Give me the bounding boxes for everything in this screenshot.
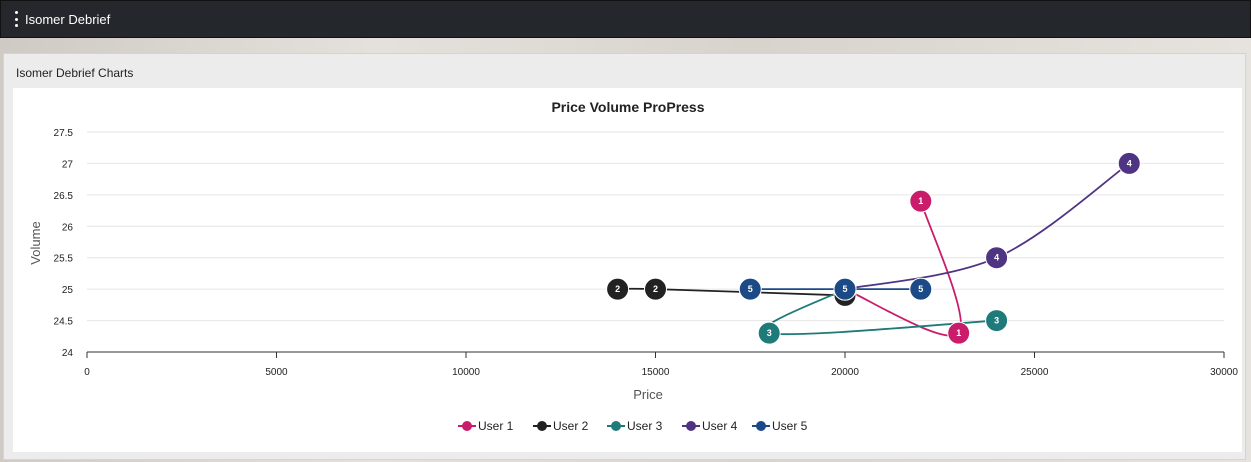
data-point-user-3-1[interactable] — [985, 309, 1009, 333]
legend-label-user-4[interactable]: User 4 — [702, 419, 738, 433]
data-label-user-1-2: 1 — [956, 328, 961, 338]
data-label-user-1-1: 1 — [918, 196, 923, 206]
data-label-user-4-2: 4 — [994, 253, 999, 263]
y-tick-label-27: 27 — [62, 159, 74, 170]
legend-marker-user-5[interactable] — [756, 421, 766, 431]
data-point-user-4-2[interactable] — [985, 246, 1009, 270]
legend-label-user-5[interactable]: User 5 — [772, 419, 808, 433]
series-line-user-1 — [844, 200, 962, 337]
chart-card: Price Volume ProPress Price Volume 24 24.… — [13, 88, 1242, 452]
legend-label-user-3[interactable]: User 3 — [627, 419, 663, 433]
y-tick-label-26: 26 — [62, 222, 74, 233]
data-point-user-1-1[interactable] — [909, 189, 933, 213]
app-title: Isomer Debrief — [25, 11, 111, 27]
legend-marker-user-2[interactable] — [537, 421, 547, 431]
data-label-user-4-3: 4 — [1127, 158, 1132, 168]
chart-title: Price Volume ProPress — [551, 99, 704, 115]
data-label-user-5-3: 5 — [918, 284, 923, 294]
x-tick-label-30000: 30000 — [1210, 367, 1238, 378]
y-tick-label-25: 25 — [62, 285, 74, 296]
price-volume-chart: Price Volume ProPress Price Volume 2424.… — [28, 99, 1238, 433]
y-tick-label-27.5: 27.5 — [54, 128, 74, 139]
legend-marker-user-3[interactable] — [611, 421, 621, 431]
app-header: Isomer Debrief — [0, 0, 1251, 38]
data-label-user-2-1: 2 — [615, 284, 620, 294]
data-point-user-5-3[interactable] — [909, 277, 933, 301]
x-tick-label-10000: 10000 — [452, 367, 480, 378]
data-label-user-5-2: 5 — [842, 284, 847, 294]
data-point-user-1-2[interactable] — [947, 321, 971, 345]
legend-label-user-2[interactable]: User 2 — [553, 419, 589, 433]
y-tick-label-26.5: 26.5 — [54, 191, 74, 202]
charts-panel: Isomer Debrief Charts Price Volume ProPr… — [3, 53, 1246, 460]
x-tick-label-15000: 15000 — [642, 367, 670, 378]
legend-marker-user-1[interactable] — [462, 421, 472, 431]
data-label-user-5-1: 5 — [748, 284, 753, 294]
x-tick-label-0: 0 — [84, 367, 90, 378]
data-point-user-2-1[interactable] — [606, 277, 630, 301]
panel-title: Isomer Debrief Charts — [16, 66, 134, 80]
x-tick-label-25000: 25000 — [1021, 367, 1049, 378]
data-point-user-2-2[interactable] — [644, 277, 667, 301]
y-tick-label-25.5: 25.5 — [54, 254, 74, 265]
kebab-menu-icon[interactable] — [11, 11, 21, 27]
x-tick-label-20000: 20000 — [831, 367, 859, 378]
legend-marker-user-4[interactable] — [686, 421, 696, 431]
data-point-user-4-3[interactable] — [1117, 151, 1141, 175]
data-label-user-3-1: 3 — [994, 316, 999, 326]
data-point-user-5-1[interactable] — [738, 277, 762, 301]
y-axis-title: Volume — [28, 221, 43, 264]
data-point-user-3-2[interactable] — [757, 321, 781, 345]
data-point-user-5-2[interactable] — [833, 277, 857, 301]
x-axis-title: Price — [633, 387, 663, 402]
legend-label-user-1[interactable]: User 1 — [478, 419, 514, 433]
data-label-user-2-2: 2 — [653, 284, 658, 294]
y-tick-label-24.5: 24.5 — [54, 317, 74, 328]
x-tick-label-5000: 5000 — [265, 367, 288, 378]
data-label-user-3-2: 3 — [767, 328, 772, 338]
y-tick-label-24: 24 — [62, 348, 74, 359]
